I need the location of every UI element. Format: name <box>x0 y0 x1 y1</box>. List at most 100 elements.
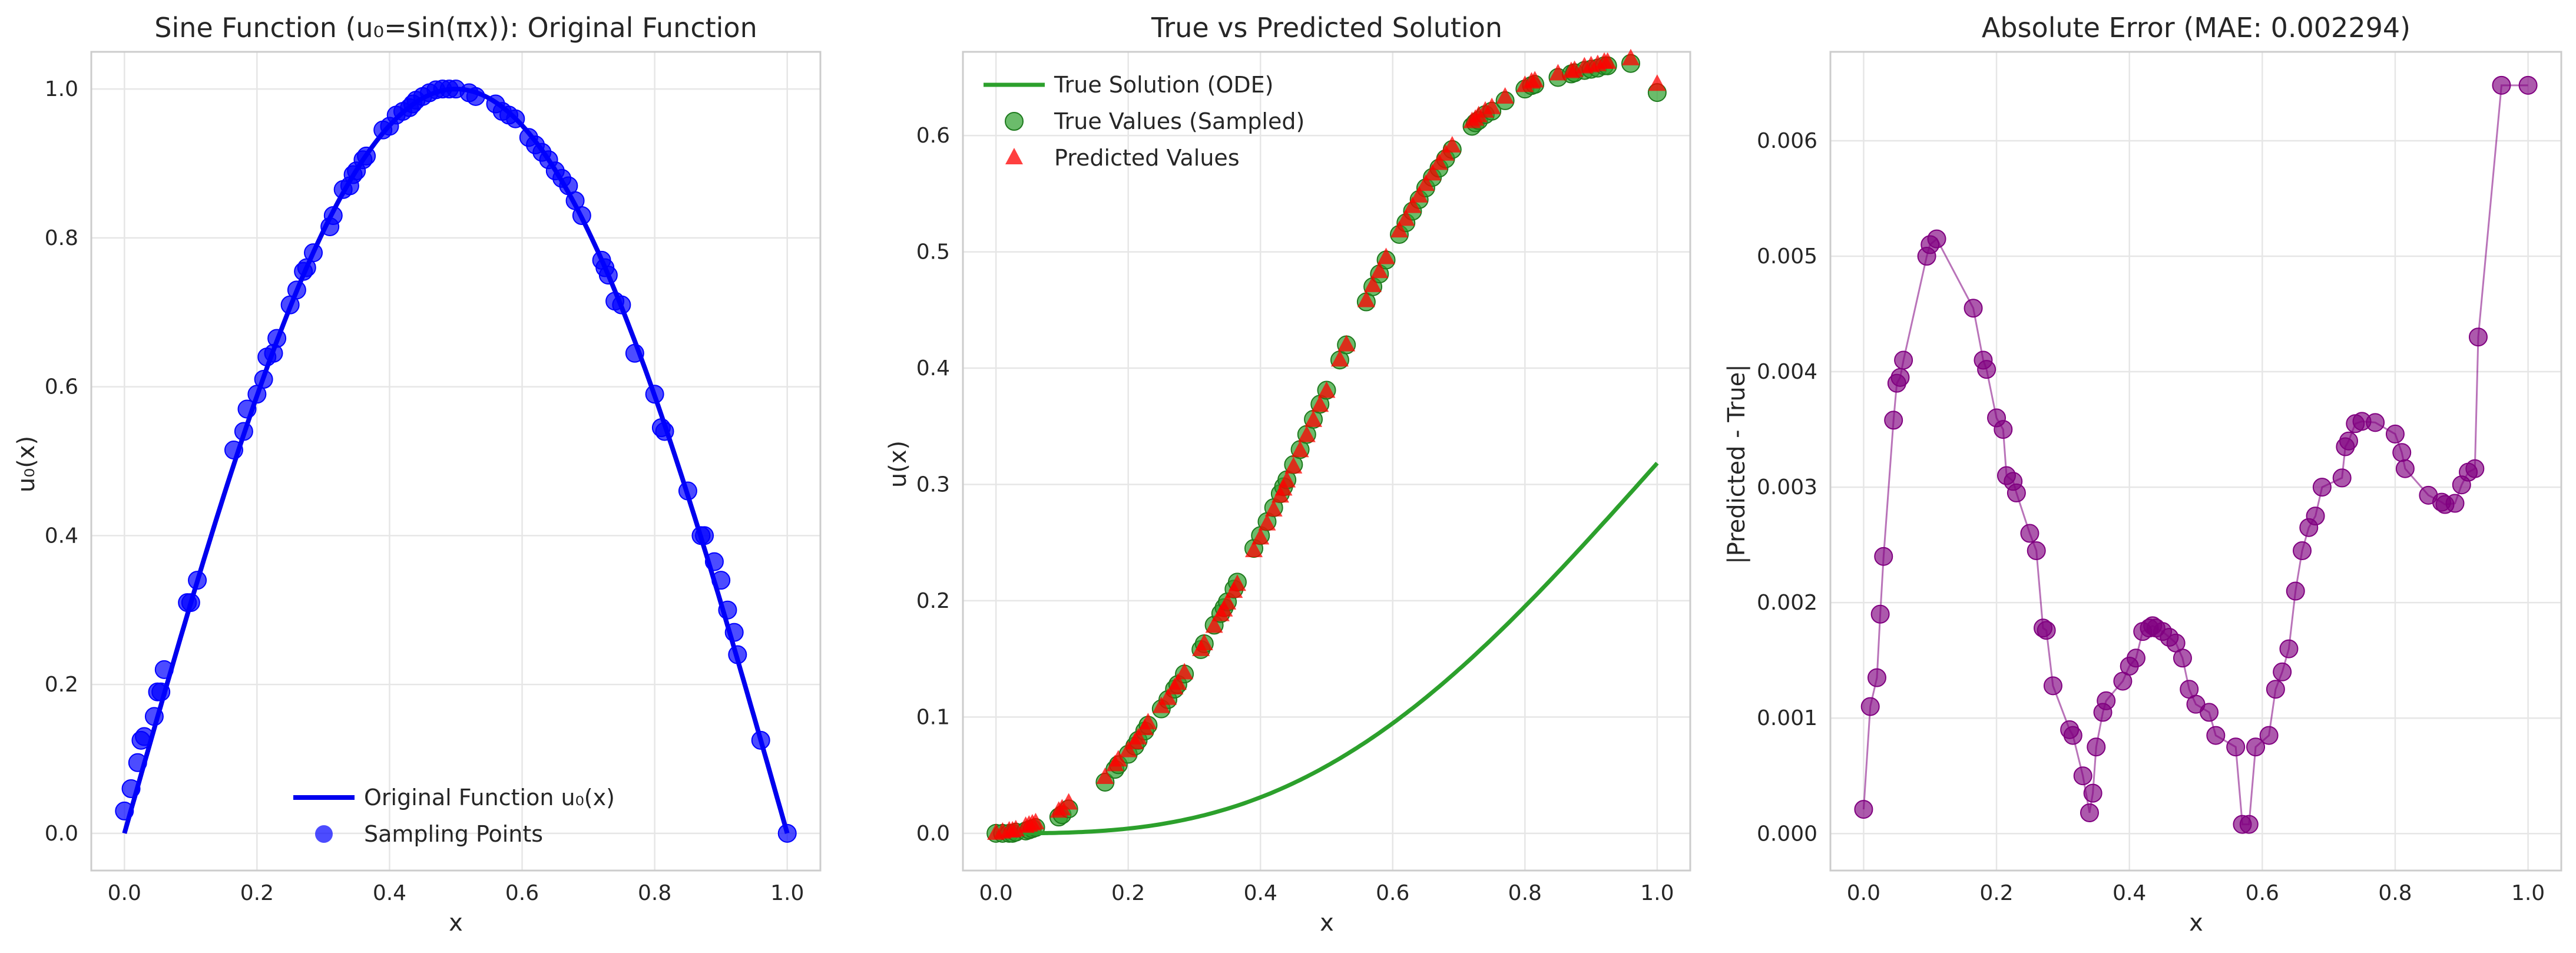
legend-label: Predicted Values <box>1054 145 1240 171</box>
error-point <box>2087 737 2106 757</box>
series-line-true-solution <box>996 461 1659 836</box>
predicted-value-point <box>1219 593 1237 610</box>
predicted-value-point <box>1168 673 1187 690</box>
predicted-value-point <box>1430 153 1448 170</box>
legend-label: True Solution (ODE) <box>1054 72 1274 98</box>
x-tick-label: 1.0 <box>1640 881 1674 905</box>
legend-label: Sampling Points <box>364 821 543 847</box>
error-point <box>2037 621 2056 640</box>
sampling-point <box>704 552 724 571</box>
predicted-value-point <box>1377 247 1395 264</box>
predicted-value-point <box>1291 441 1309 458</box>
error-point <box>1894 350 1913 370</box>
predicted-value-point <box>1311 395 1329 412</box>
sampling-point <box>115 801 134 820</box>
sampling-point <box>357 146 376 166</box>
sampling-point <box>572 206 591 225</box>
error-point <box>1927 229 1946 249</box>
y-tick-label: 0.4 <box>916 356 950 380</box>
y-axis-label: u(x) <box>885 441 912 488</box>
error-point <box>2083 783 2102 803</box>
panel-title: True vs Predicted Solution <box>1151 12 1502 44</box>
predicted-value-point <box>1159 688 1177 705</box>
error-point <box>2395 459 2415 478</box>
predicted-value-point <box>1549 64 1567 81</box>
error-point <box>2097 691 2116 710</box>
predicted-value-point <box>1176 663 1194 680</box>
predicted-value-point <box>1390 221 1408 238</box>
error-point <box>2392 443 2412 462</box>
sampling-point <box>655 422 674 441</box>
plot-frame <box>962 51 1691 872</box>
predicted-value-point <box>1228 574 1246 591</box>
sampling-point <box>128 753 147 772</box>
predicted-value-point <box>1139 713 1157 730</box>
error-point <box>1964 299 1983 318</box>
predicted-value-point <box>1330 350 1349 367</box>
panel-sine-function: Sine Function (u₀=sin(πx)): Original Fun… <box>13 12 822 937</box>
x-tick-label: 0.0 <box>979 881 1013 905</box>
sampling-point <box>728 645 747 664</box>
error-point <box>2332 468 2352 488</box>
x-tick-label: 0.8 <box>2378 881 2412 905</box>
error-point <box>1867 668 1886 687</box>
predicted-value-point <box>1059 793 1078 810</box>
error-point <box>2080 803 2099 822</box>
error-point <box>2126 648 2145 668</box>
sampling-point <box>598 266 618 285</box>
error-point <box>2173 648 2192 668</box>
sampling-point <box>151 682 171 701</box>
x-tick-label: 1.0 <box>770 881 804 905</box>
predicted-value-point <box>1357 290 1375 307</box>
error-point <box>2293 541 2312 560</box>
sampling-point <box>718 600 737 620</box>
sampling-point <box>121 779 141 798</box>
sampling-point <box>254 370 273 389</box>
error-point <box>2027 541 2046 560</box>
sampling-point <box>645 385 664 404</box>
predicted-value-point <box>1304 410 1323 427</box>
y-tick-label: 0.005 <box>1757 244 1817 269</box>
error-point <box>2239 815 2259 834</box>
series-line-original-function <box>122 87 790 834</box>
sampling-point <box>135 727 154 746</box>
x-axis-label: x <box>1320 909 1334 937</box>
sampling-point <box>224 441 243 460</box>
predicted-value-point <box>1278 471 1296 488</box>
predicted-value-point <box>1621 48 1640 65</box>
error-point <box>2063 726 2082 745</box>
predicted-value-point <box>1423 164 1442 181</box>
error-point <box>2226 737 2246 757</box>
error-point <box>2020 524 2039 543</box>
predicted-value-point <box>1370 262 1389 279</box>
error-point <box>2366 413 2385 432</box>
error-point <box>2468 327 2488 347</box>
x-tick-label: 0.4 <box>2113 881 2146 905</box>
predicted-value-point <box>1284 456 1303 474</box>
error-point <box>2306 507 2325 526</box>
panel-title: Absolute Error (MAE: 0.002294) <box>1982 12 2411 44</box>
y-tick-label: 0.0 <box>916 822 950 846</box>
error-point <box>1874 547 1893 566</box>
sampling-point <box>466 87 485 106</box>
predicted-value-point <box>1526 71 1544 88</box>
legend-swatch-true-point <box>1005 112 1024 131</box>
error-point <box>2200 703 2219 722</box>
y-tick-label: 0.3 <box>916 472 950 497</box>
x-tick-label: 0.6 <box>2246 881 2279 905</box>
predicted-value-point <box>1297 425 1316 442</box>
x-tick-label: 0.0 <box>1847 881 1880 905</box>
predicted-value-point <box>1496 87 1514 104</box>
panel-absolute-error: Absolute Error (MAE: 0.002294) x |Predic… <box>1723 12 2562 937</box>
error-point <box>2312 478 2332 497</box>
sampling-point <box>237 399 257 419</box>
x-tick-label: 0.0 <box>108 881 141 905</box>
x-axis-label: x <box>2189 909 2203 937</box>
predicted-value-point <box>1443 135 1461 153</box>
predicted-value-point <box>1410 186 1428 203</box>
error-point <box>2043 676 2062 696</box>
y-tick-label: 0.0 <box>45 822 78 846</box>
error-point <box>2465 459 2485 478</box>
error-point <box>2279 639 2299 659</box>
error-point <box>2206 726 2226 745</box>
